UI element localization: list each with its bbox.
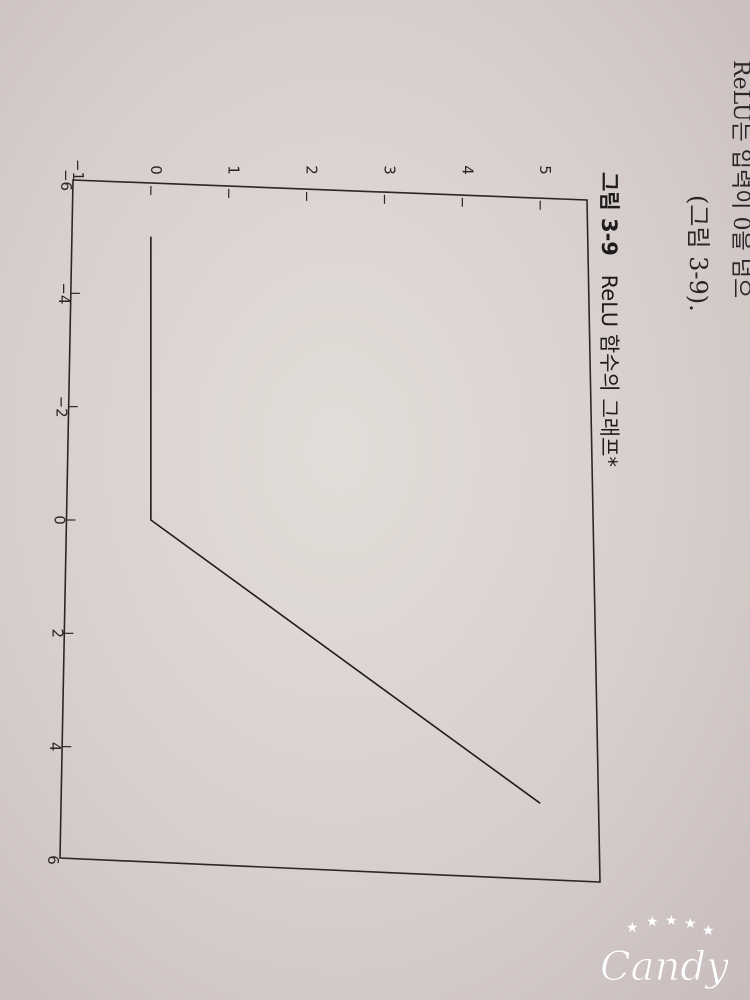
- x-tick-label: −4: [55, 282, 73, 304]
- x-tick-label: 6: [44, 855, 62, 865]
- x-tick-label: 0: [51, 515, 69, 525]
- y-tick-label: 5: [536, 165, 554, 175]
- top-line-text: ReLU는 입력이 0을 넘으: [728, 60, 750, 298]
- svg-text:그림 3-9 ReLU 함수의 그래프*: 그림 3-9 ReLU 함수의 그래프*: [597, 172, 621, 467]
- relu-line: [150, 236, 541, 804]
- caption-title: ReLU 함수의 그래프*: [597, 275, 621, 467]
- axes-frame: [59, 179, 601, 883]
- y-tick-label: 2: [303, 165, 321, 175]
- y-tick-label: 3: [380, 165, 398, 175]
- figure-reference-text: (그림 3-9).: [684, 195, 712, 312]
- star-icon: ★: [626, 920, 639, 936]
- y-tick-label: 1: [225, 165, 243, 175]
- star-icon: ★: [646, 914, 659, 930]
- watermark-text: Candy: [600, 944, 730, 990]
- x-tick-label: −2: [53, 396, 71, 418]
- x-tick-label: 4: [46, 742, 64, 752]
- caption-label: 그림 3-9: [597, 172, 621, 256]
- y-tick-label: −1: [69, 159, 87, 181]
- star-icon: ★: [702, 923, 715, 939]
- y-tick-label: 0: [147, 165, 165, 175]
- star-icon: ★: [684, 916, 697, 932]
- x-tick-label: −6: [57, 169, 75, 191]
- star-icon: ★: [665, 913, 678, 929]
- candy-watermark: ★ ★ ★ ★ ★ Candy: [600, 913, 731, 990]
- y-tick-label: 4: [458, 165, 476, 175]
- x-tick-label: 2: [48, 629, 66, 639]
